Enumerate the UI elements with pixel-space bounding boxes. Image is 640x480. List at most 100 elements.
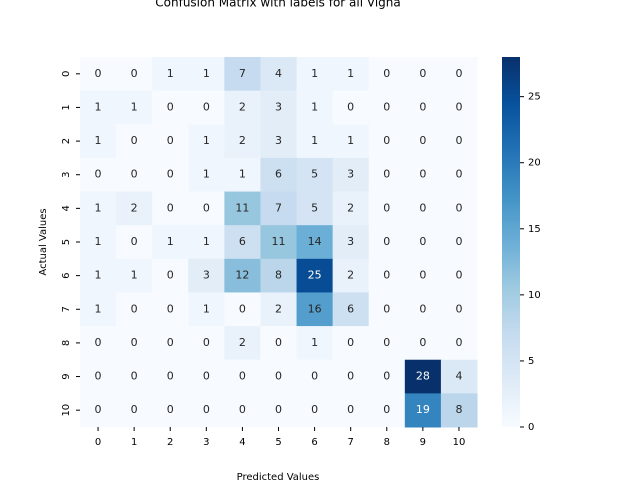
- cell-label: 1: [311, 67, 318, 80]
- cell-label: 0: [203, 336, 210, 349]
- cell-label: 7: [275, 201, 282, 214]
- cell: [332, 292, 370, 327]
- cell-label: 28: [416, 370, 430, 383]
- cell: [368, 292, 406, 327]
- cell-label: 5: [311, 168, 318, 181]
- x-tick-label: 8: [384, 437, 390, 448]
- cell: [440, 90, 478, 125]
- cell: [404, 292, 442, 327]
- cell-label: 6: [239, 235, 246, 248]
- cell: [224, 326, 261, 361]
- cell: [368, 157, 406, 193]
- y-tick-label: 8: [61, 340, 72, 346]
- cell: [368, 393, 406, 428]
- cell: [152, 90, 189, 125]
- cell-label: 0: [131, 336, 138, 349]
- cell: [296, 57, 334, 92]
- cell-label: 0: [455, 269, 462, 282]
- cell: [224, 225, 261, 260]
- cell-label: 8: [455, 403, 462, 416]
- cell: [440, 393, 478, 428]
- cell: [440, 225, 478, 260]
- cell: [152, 258, 189, 293]
- x-tick-label: 3: [203, 437, 209, 448]
- y-tick-label: 1: [61, 104, 72, 110]
- cell: [152, 191, 189, 226]
- cell: [188, 326, 225, 361]
- cell-label: 0: [95, 370, 102, 383]
- cell-label: 1: [203, 168, 210, 181]
- cell-label: 0: [203, 201, 210, 214]
- cell: [80, 157, 117, 193]
- cell-label: 4: [275, 67, 282, 80]
- cell: [116, 359, 153, 394]
- cell-label: 1: [203, 67, 210, 80]
- cell: [296, 225, 334, 260]
- cell-label: 0: [455, 235, 462, 248]
- cell-label: 0: [203, 403, 210, 416]
- cell: [260, 326, 298, 361]
- cell: [296, 191, 334, 226]
- cell: [404, 57, 442, 92]
- cell: [260, 191, 298, 226]
- cell: [80, 90, 117, 125]
- cell-label: 0: [131, 67, 138, 80]
- cell-label: 0: [311, 403, 318, 416]
- cell: [296, 157, 334, 193]
- cell: [224, 292, 261, 327]
- cell-label: 2: [239, 336, 246, 349]
- cell: [152, 326, 189, 361]
- cell: [116, 90, 153, 125]
- cell-label: 19: [416, 403, 430, 416]
- cell-label: 1: [311, 100, 318, 113]
- cell-label: 0: [455, 67, 462, 80]
- cell: [260, 393, 298, 428]
- cell-label: 0: [95, 336, 102, 349]
- cell-label: 0: [203, 370, 210, 383]
- cell: [368, 124, 406, 159]
- cell-label: 0: [167, 134, 174, 147]
- cell: [260, 90, 298, 125]
- cell: [188, 258, 225, 293]
- cell: [368, 258, 406, 293]
- cell: [440, 157, 478, 193]
- cell-label: 0: [419, 168, 426, 181]
- cell: [152, 57, 189, 92]
- cell-label: 0: [167, 370, 174, 383]
- cell: [260, 157, 298, 193]
- cell-label: 6: [275, 168, 282, 181]
- cell-label: 0: [455, 100, 462, 113]
- cell: [404, 124, 442, 159]
- cell: [224, 191, 261, 226]
- cell-label: 0: [455, 302, 462, 315]
- cell: [332, 90, 370, 125]
- cell: [332, 157, 370, 193]
- cell-label: 0: [419, 67, 426, 80]
- cell: [116, 292, 153, 327]
- cell: [260, 124, 298, 159]
- cell: [80, 191, 117, 226]
- cell-label: 0: [347, 100, 354, 113]
- cell: [440, 191, 478, 226]
- cell-label: 2: [239, 134, 246, 147]
- cell-label: 1: [95, 100, 102, 113]
- cell-label: 1: [347, 134, 354, 147]
- cell-label: 2: [275, 302, 282, 315]
- cell: [332, 326, 370, 361]
- y-tick-label: 7: [61, 306, 72, 312]
- cell: [188, 90, 225, 125]
- cell: [188, 124, 225, 159]
- cell: [440, 258, 478, 293]
- cell: [332, 258, 370, 293]
- cell: [116, 124, 153, 159]
- cell-label: 1: [311, 134, 318, 147]
- colorbar-tick-label: 20: [528, 158, 541, 169]
- cell: [116, 57, 153, 92]
- cell: [404, 225, 442, 260]
- cell: [332, 393, 370, 428]
- colorbar-tick-label: 5: [528, 356, 534, 367]
- cell-label: 0: [167, 302, 174, 315]
- cell-label: 12: [235, 269, 249, 282]
- cell-label: 0: [131, 403, 138, 416]
- cell-label: 1: [95, 235, 102, 248]
